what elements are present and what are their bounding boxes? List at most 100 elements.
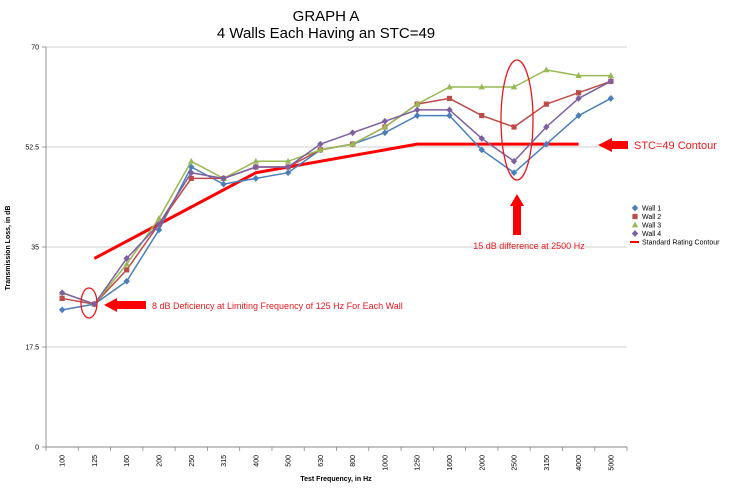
x-tick-label: 125 (92, 455, 99, 467)
data-point (381, 129, 389, 137)
ellipse-2500hz (500, 59, 534, 181)
data-point (252, 163, 260, 171)
data-point (413, 100, 421, 107)
annotations: STC=49 Contour 15 dB difference at 2500 … (80, 59, 717, 319)
legend-marker (631, 204, 639, 212)
ellipse-125hz (80, 287, 98, 319)
y-tick-label: 0 (35, 445, 39, 452)
data-point (479, 112, 485, 119)
data-point (575, 72, 582, 78)
legend-marker (632, 213, 638, 220)
y-tick-label: 35 (31, 245, 39, 252)
series-4 (58, 77, 615, 308)
x-tick-label: 5000 (608, 455, 615, 471)
series-line (61, 80, 612, 306)
data-point (543, 101, 549, 107)
series-2 (59, 78, 614, 307)
data-point (188, 157, 195, 164)
data-point (188, 175, 194, 182)
x-tick-label: 4000 (576, 455, 583, 471)
y-tick-label: 70 (31, 45, 39, 52)
data-point (124, 267, 130, 273)
x-tick-label: 500 (286, 455, 293, 467)
data-point (188, 163, 195, 171)
data-point (413, 106, 421, 114)
x-tick-label: 3150 (544, 455, 551, 471)
axes (45, 47, 628, 451)
data-point (155, 220, 163, 228)
data-point (284, 157, 292, 164)
data-point (607, 95, 615, 102)
arrow-stc-left-icon (598, 138, 628, 152)
chart-title: GRAPH A (293, 8, 360, 25)
x-tick-label: 1250 (415, 455, 422, 471)
data-point (220, 175, 227, 182)
legend-label: Wall 4 (642, 231, 661, 238)
annotation-difference: 15 dB difference at 2500 Hz (473, 241, 585, 251)
data-point (123, 260, 130, 267)
x-tick-label: 800 (350, 455, 357, 467)
x-tick-label: 2000 (479, 455, 486, 471)
data-point (317, 140, 324, 148)
data-point (381, 123, 389, 130)
data-point (155, 215, 163, 221)
arrow-left-125-icon (104, 298, 146, 312)
data-point (543, 123, 550, 131)
x-tick-label: 2500 (512, 455, 519, 471)
x-tick-label: 315 (221, 455, 228, 467)
legend-label: Wall 1 (642, 206, 661, 213)
data-point (478, 135, 485, 142)
data-point (123, 255, 130, 262)
contour-line (93, 142, 579, 260)
data-point (510, 169, 518, 177)
series-line (62, 97, 612, 311)
x-tick-label: 160 (124, 455, 131, 467)
legend-label: Wall 3 (642, 223, 661, 230)
legend-label: Wall 2 (642, 214, 661, 221)
data-point (91, 300, 98, 308)
data-point (575, 95, 582, 102)
data-point (252, 157, 260, 164)
data-point (510, 83, 518, 90)
series-line (61, 69, 611, 306)
y-tick-labels: 0 17.5 35 52.5 70 (25, 45, 39, 452)
data-point (543, 66, 550, 73)
data-point (349, 140, 356, 147)
annotation-deficiency: 8 dB Deficiency at Limiting Frequency of… (152, 301, 403, 311)
data-point (446, 95, 453, 102)
data-point (284, 163, 292, 171)
data-point (446, 106, 453, 114)
data-point (413, 112, 421, 119)
data-point (511, 124, 517, 130)
data-point (575, 90, 582, 96)
data-point (349, 129, 356, 137)
series-3 (58, 66, 615, 307)
x-tick-label: 630 (318, 455, 325, 467)
x-tick-label: 250 (189, 455, 196, 467)
legend-marker (631, 221, 639, 228)
series-line (62, 80, 612, 305)
x-tick-labels: 100 125 160 200 250 315 400 500 630 800 1000 1250 16… (60, 455, 616, 471)
data-point (478, 83, 485, 90)
data-point (607, 72, 615, 78)
data-point (446, 112, 453, 119)
data-point (188, 169, 195, 177)
data-point (575, 112, 582, 119)
legend-marker (631, 230, 639, 237)
data-point (478, 146, 485, 154)
data-point (252, 175, 260, 182)
data-point (155, 226, 163, 234)
data-point (58, 306, 66, 314)
data-point (220, 180, 227, 188)
data-point (317, 146, 324, 153)
series-1 (58, 95, 615, 314)
y-axis-label: Transmission Loss, in dB (5, 206, 12, 291)
data-point (607, 77, 615, 85)
arrow-up-2500-icon (510, 194, 524, 235)
y-tick-label: 52.5 (25, 145, 39, 152)
x-axis-label: Test Frequency, in Hz (300, 476, 372, 483)
x-tick-label: 1000 (382, 455, 389, 471)
data-point (543, 140, 550, 148)
